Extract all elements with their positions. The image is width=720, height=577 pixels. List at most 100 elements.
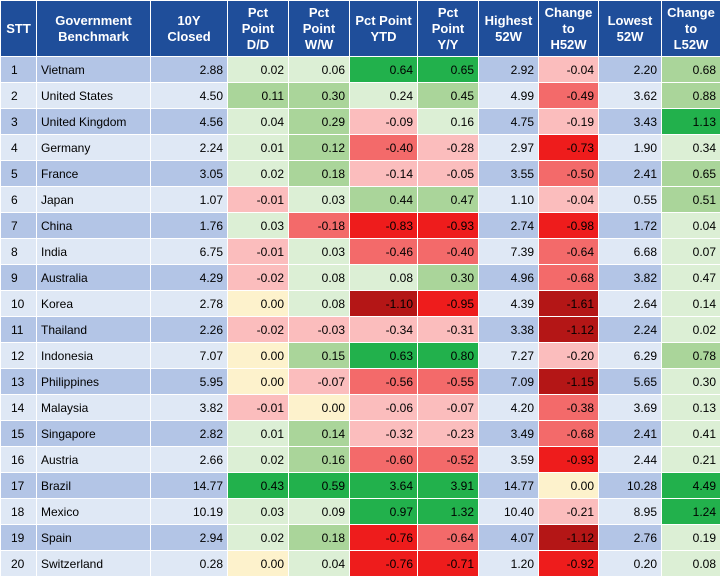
header-line: 52W xyxy=(495,29,522,44)
dd-cell: 0.43 xyxy=(228,473,289,499)
closed-cell: 2.26 xyxy=(151,317,228,343)
change-l52w-cell: 1.13 xyxy=(662,109,720,135)
ww-cell: 0.03 xyxy=(289,239,350,265)
ytd-cell: -0.76 xyxy=(350,525,418,551)
change-h52w-cell: -0.73 xyxy=(539,135,599,161)
low-cell: 5.65 xyxy=(599,369,662,395)
change-l52w-cell: 0.07 xyxy=(662,239,720,265)
low-cell: 2.64 xyxy=(599,291,662,317)
low-cell: 1.72 xyxy=(599,213,662,239)
ww-cell: 0.06 xyxy=(289,57,350,83)
ytd-cell: -0.83 xyxy=(350,213,418,239)
change-l52w-cell: 0.19 xyxy=(662,525,720,551)
yy-cell: -0.71 xyxy=(418,551,479,577)
header-line: Point xyxy=(303,21,336,36)
stt-cell: 19 xyxy=(1,525,37,551)
header-line: Pct xyxy=(248,5,268,20)
header-line: to xyxy=(562,21,574,36)
stt-cell: 7 xyxy=(1,213,37,239)
low-cell: 2.24 xyxy=(599,317,662,343)
low-cell: 6.68 xyxy=(599,239,662,265)
low-cell: 1.90 xyxy=(599,135,662,161)
dd-cell: 0.00 xyxy=(228,551,289,577)
change-l52w-cell: 0.04 xyxy=(662,213,720,239)
change-h52w-cell: -0.92 xyxy=(539,551,599,577)
ytd-cell: 0.08 xyxy=(350,265,418,291)
closed-cell: 4.29 xyxy=(151,265,228,291)
yy-cell: 0.47 xyxy=(418,187,479,213)
stt-cell: 3 xyxy=(1,109,37,135)
change-l52w-cell: 0.13 xyxy=(662,395,720,421)
closed-cell: 14.77 xyxy=(151,473,228,499)
change-h52w-cell: -0.04 xyxy=(539,187,599,213)
change-h52w-cell: 0.00 xyxy=(539,473,599,499)
change-h52w-cell: -0.93 xyxy=(539,447,599,473)
ww-cell: 0.08 xyxy=(289,291,350,317)
ww-cell: 0.29 xyxy=(289,109,350,135)
country-cell: Malaysia xyxy=(37,395,151,421)
stt-cell: 5 xyxy=(1,161,37,187)
header-line: Pct xyxy=(309,5,329,20)
change-h52w-cell: -0.04 xyxy=(539,57,599,83)
ytd-cell: -0.09 xyxy=(350,109,418,135)
ytd-cell: 0.63 xyxy=(350,343,418,369)
header-line: D/D xyxy=(247,37,269,52)
header-line: Pct xyxy=(438,5,458,20)
closed-cell: 2.66 xyxy=(151,447,228,473)
country-cell: United Kingdom xyxy=(37,109,151,135)
change-l52w-cell: 0.34 xyxy=(662,135,720,161)
closed-cell: 2.88 xyxy=(151,57,228,83)
change-l52w-cell: 0.14 xyxy=(662,291,720,317)
closed-cell: 0.28 xyxy=(151,551,228,577)
country-cell: Germany xyxy=(37,135,151,161)
low-cell: 2.44 xyxy=(599,447,662,473)
dd-cell: 0.00 xyxy=(228,343,289,369)
yy-cell: 0.45 xyxy=(418,83,479,109)
ytd-cell: -1.10 xyxy=(350,291,418,317)
ytd-cell: -0.56 xyxy=(350,369,418,395)
ytd-cell: -0.76 xyxy=(350,551,418,577)
header-line: Benchmark xyxy=(58,29,129,44)
high-cell: 4.99 xyxy=(479,83,539,109)
country-cell: Spain xyxy=(37,525,151,551)
ww-cell: 0.00 xyxy=(289,395,350,421)
country-cell: Switzerland xyxy=(37,551,151,577)
ww-cell: 0.12 xyxy=(289,135,350,161)
ww-cell: 0.03 xyxy=(289,187,350,213)
change-h52w-cell: -1.15 xyxy=(539,369,599,395)
low-cell: 3.69 xyxy=(599,395,662,421)
country-cell: Singapore xyxy=(37,421,151,447)
change-h52w-cell: -0.21 xyxy=(539,499,599,525)
high-cell: 7.09 xyxy=(479,369,539,395)
high-cell: 1.20 xyxy=(479,551,539,577)
dd-cell: 0.03 xyxy=(228,499,289,525)
ww-cell: 0.08 xyxy=(289,265,350,291)
high-cell: 1.10 xyxy=(479,187,539,213)
header-10y-closed: 10Y Closed xyxy=(151,1,228,57)
high-cell: 2.74 xyxy=(479,213,539,239)
yy-cell: -0.52 xyxy=(418,447,479,473)
low-cell: 3.43 xyxy=(599,109,662,135)
high-cell: 2.97 xyxy=(479,135,539,161)
stt-cell: 15 xyxy=(1,421,37,447)
change-h52w-cell: -0.20 xyxy=(539,343,599,369)
closed-cell: 1.07 xyxy=(151,187,228,213)
country-cell: Philippines xyxy=(37,369,151,395)
stt-cell: 18 xyxy=(1,499,37,525)
yy-cell: 3.91 xyxy=(418,473,479,499)
closed-cell: 5.95 xyxy=(151,369,228,395)
dd-cell: 0.03 xyxy=(228,213,289,239)
header-line: Highest xyxy=(485,13,533,28)
